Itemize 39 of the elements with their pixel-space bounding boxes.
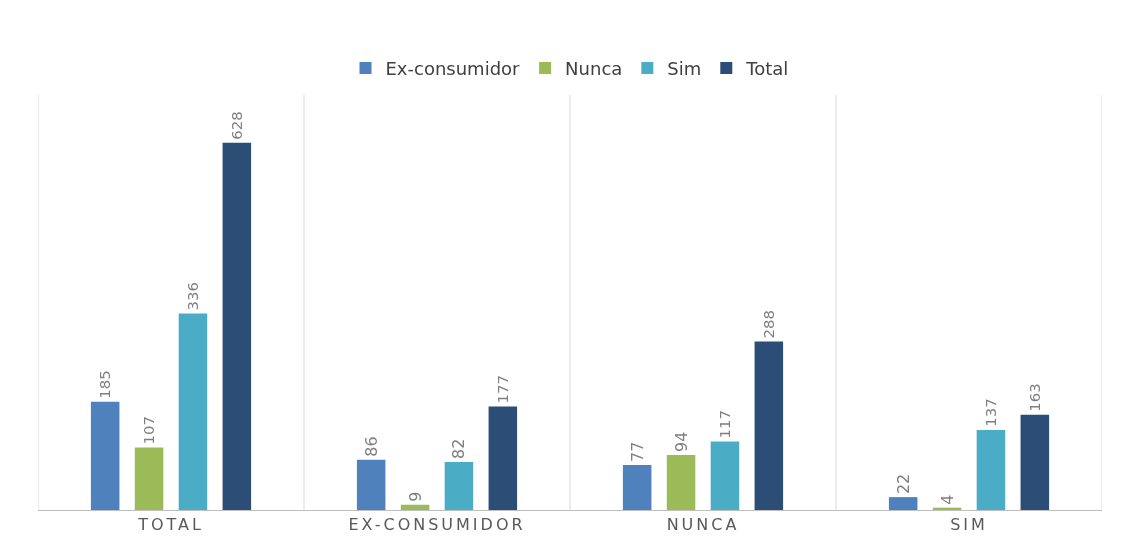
bar [754, 341, 784, 510]
bar [976, 429, 1006, 510]
data-label: 107 [140, 415, 159, 445]
bar [888, 497, 918, 510]
data-label: 77 [627, 441, 647, 462]
bar [488, 406, 518, 510]
bar [622, 464, 652, 510]
data-label: 336 [184, 281, 203, 311]
data-label: 9 [405, 491, 425, 502]
legend-label: Total [745, 57, 789, 79]
data-label: 628 [227, 111, 246, 140]
bar [666, 455, 696, 510]
bar [1020, 414, 1050, 510]
bar [222, 142, 252, 510]
data-label: 163 [1025, 383, 1044, 412]
data-label: 4 [937, 494, 957, 505]
data-label: 177 [493, 374, 512, 404]
bar [444, 462, 474, 510]
x-tick-label: SIM [950, 515, 988, 535]
bar [710, 441, 740, 510]
bar [178, 313, 208, 510]
x-tick-label: NUNCA [666, 515, 740, 535]
data-label: 185 [96, 370, 115, 399]
data-label: 94 [671, 431, 691, 453]
data-label: 82 [449, 438, 469, 460]
bar [90, 401, 120, 510]
legend-label: Sim [667, 57, 702, 79]
bar [134, 447, 164, 510]
bar [400, 504, 430, 510]
data-label: 117 [716, 410, 735, 439]
legend-label: Ex-consumidor [385, 57, 521, 79]
legend-label: Nunca [565, 57, 623, 79]
data-label: 288 [759, 310, 778, 339]
data-label: 137 [982, 398, 1001, 427]
bar [356, 459, 386, 510]
x-tick-label: TOTAL [137, 515, 204, 535]
data-label: 22 [893, 473, 913, 495]
data-label: 86 [361, 436, 381, 457]
x-tick-label: EX-CONSUMIDOR [348, 515, 526, 535]
